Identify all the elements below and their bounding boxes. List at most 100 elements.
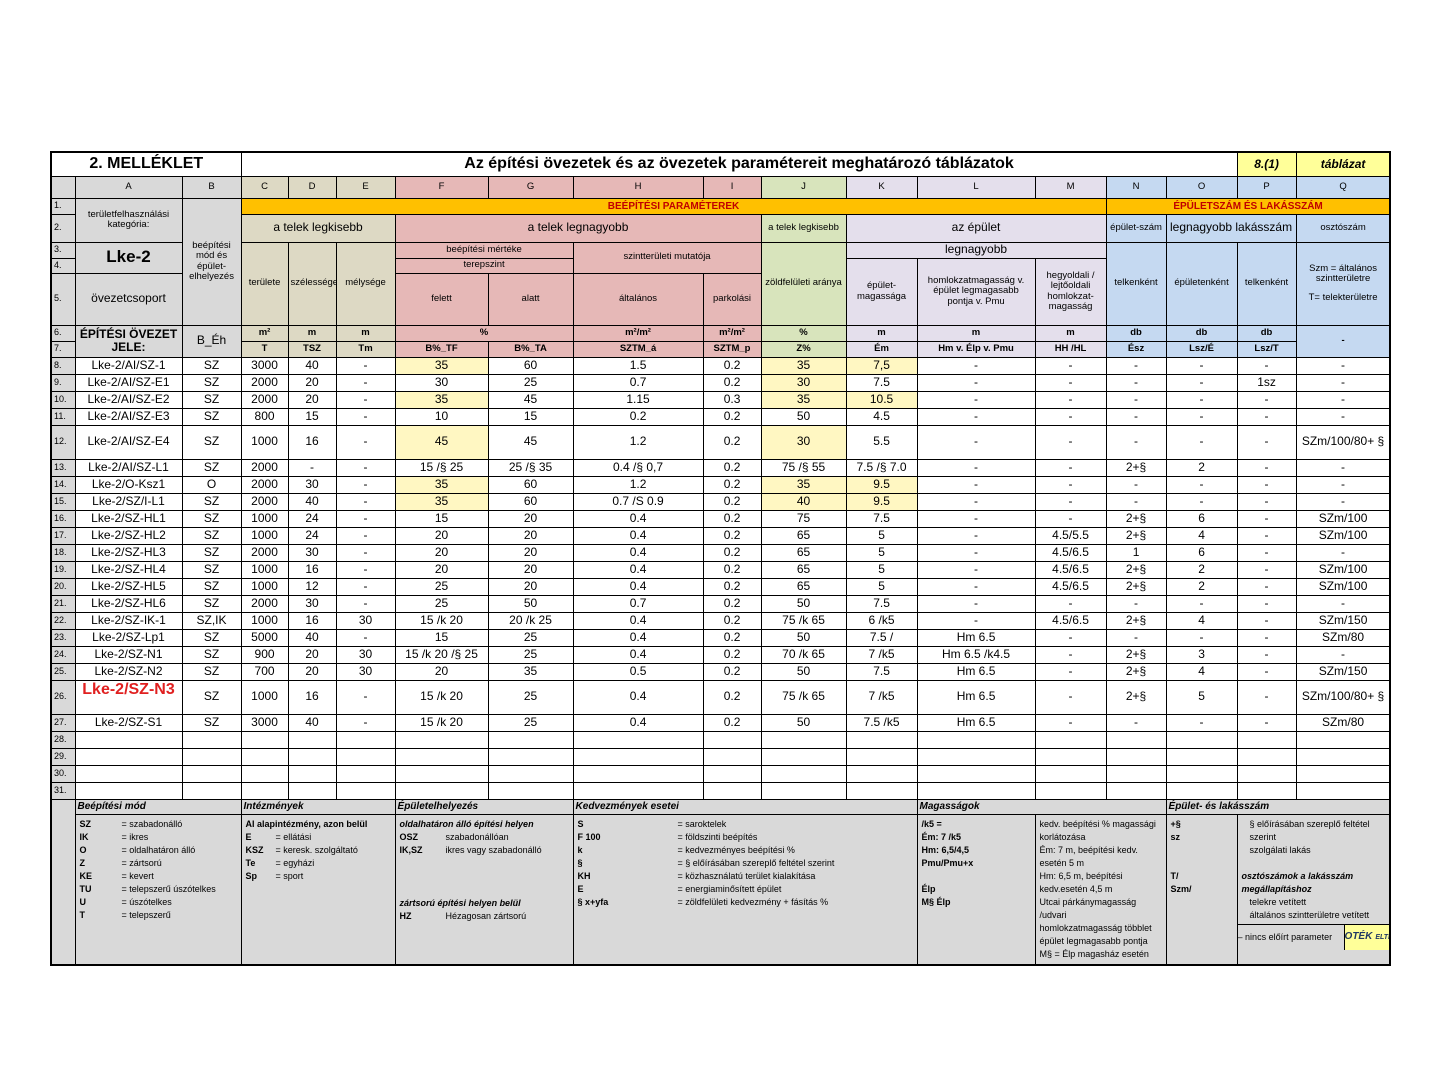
cell-b: SZ (181, 543, 242, 562)
column-header-p: P (1236, 175, 1297, 199)
legend-desc: = energiaminősített épület (677, 883, 782, 894)
cell-f (394, 781, 489, 800)
cell-q: SZm/100/80+ § (1295, 679, 1391, 715)
table-row: 31. (50, 781, 1391, 800)
cell-o: 2 (1165, 577, 1238, 596)
lot-min-header: a telek legkisebb (240, 213, 396, 243)
table-row: 23. Lke-2/SZ-Lp1 SZ 5000 40-15 25 0.4 0.2 50 7.5 … (50, 628, 1391, 647)
cell-h: 0.4 (572, 679, 704, 715)
cell-m (1034, 747, 1107, 766)
unit-cell: db (1236, 324, 1297, 342)
cell-p: - (1236, 611, 1297, 630)
table-ref: 8.(1) (1236, 151, 1297, 177)
cell-c: 2000 (240, 543, 289, 562)
cell-m: - (1034, 475, 1107, 494)
cell-j: 75 /k 65 (760, 611, 847, 630)
cell-k (845, 747, 918, 766)
cell-i: 0.2 (702, 526, 762, 545)
row-number: 2. (50, 213, 76, 243)
cell-m: - (1034, 594, 1107, 613)
legend-none-note: – nincs előírt parameter (1238, 924, 1345, 950)
table-ref-label: táblázat (1295, 151, 1391, 177)
cell-b: SZ (181, 390, 242, 409)
cell-k: 9.5 (845, 475, 918, 494)
table-row: 19. Lke-2/SZ-HL4 SZ 1000 16-20 20 0.4 0.2 65 5-4.… (50, 560, 1391, 579)
legend-desc: szolgálati lakás (1249, 844, 1311, 855)
cell-q: - (1295, 356, 1391, 375)
cell-e: - (335, 492, 396, 511)
cell-d: 16 (287, 611, 337, 630)
cell-b: SZ (181, 662, 242, 681)
cell-h: 0.4 (572, 509, 704, 528)
cell-g (487, 781, 574, 800)
legend-code: Szm/ (1170, 883, 1192, 894)
page-title: Az építési övezetek és az övezetek param… (240, 151, 1238, 177)
code-cell: TSZ (287, 340, 337, 358)
cell-g: 35 (487, 662, 574, 681)
cell-p: - (1236, 526, 1297, 545)
width-header: szélessége (287, 241, 337, 326)
bldg-count-header: épület-szám (1105, 213, 1167, 243)
cell-n: 2+§ (1105, 662, 1167, 681)
code-cell: SZTM_p (702, 340, 762, 358)
cell-h: 0.4 (572, 628, 704, 647)
row-number: 12. (50, 424, 76, 460)
zone-code-label: ÉPÍTÉSI ÖVEZET JELE: (74, 324, 183, 358)
legend-item: U = úszótelkes (80, 896, 237, 909)
cell-b: SZ (181, 628, 242, 647)
cell-o (1165, 747, 1238, 766)
cell-b: SZ (181, 424, 242, 460)
cell-b: SZ (181, 594, 242, 613)
cell-o: - (1165, 594, 1238, 613)
cell-h: 0.2 (572, 407, 704, 426)
cell-m (1034, 781, 1107, 800)
column-header-e: E (335, 175, 396, 199)
legend-item: TU = telepszerű úszótelkes (80, 883, 237, 896)
code-cell: SZTM_á (572, 340, 704, 358)
row-number: 9. (50, 373, 76, 392)
cell-f (394, 747, 489, 766)
cell-f: 20 (394, 560, 489, 579)
legend-place-sub2: zártsorú építési helyen belül (399, 897, 521, 908)
legend-desc: = § előírásában szereplő feltétel szerin… (677, 857, 835, 868)
row-number: 17. (50, 526, 76, 545)
cell-c: 2000 (240, 594, 289, 613)
row-number: 21. (50, 594, 76, 613)
cell-h: 0.7 (572, 373, 704, 392)
legend-item: IK,SZ ikres vagy szabadonálló (400, 844, 569, 857)
cell-d: 30 (287, 594, 337, 613)
cell-m: - (1034, 713, 1107, 732)
legend-desc: = ikres (121, 831, 149, 842)
cell-g: 25 (487, 628, 574, 647)
row-number: 7. (50, 340, 76, 358)
legend-code: KH (577, 870, 591, 881)
legend-desc: szabadonállóan (445, 831, 509, 842)
cell-a: Lke-2/SZ/I-L1 (74, 492, 183, 511)
table-row: 12. Lke-2/AI/SZ-E4 SZ 1000 16-45 45 1.2 0.2 30 5.… (50, 424, 1391, 460)
legend-item: SZ = szabadonálló (80, 818, 237, 831)
cell-i (702, 781, 762, 800)
cell-n: 2+§ (1105, 577, 1167, 596)
cell-c: 1000 (240, 424, 289, 460)
cell-o: - (1165, 373, 1238, 392)
cell-d: 40 (287, 492, 337, 511)
legend-desc: = sport (275, 870, 304, 881)
cell-m: 4.5/6.5 (1034, 543, 1107, 562)
cell-g: 20 (487, 577, 574, 596)
cell-c: 900 (240, 645, 289, 664)
table-row: 17. Lke-2/SZ-HL2 SZ 1000 24-20 20 0.4 0.2 65 5-4.… (50, 526, 1391, 545)
cell-n: 2+§ (1105, 526, 1167, 545)
cell-j: 50 (760, 628, 847, 647)
row-number: 15. (50, 492, 76, 511)
cell-m (1034, 730, 1107, 749)
cell-n: - (1105, 475, 1167, 494)
cell-g (487, 764, 574, 783)
cell-j (760, 747, 847, 766)
cell-i (702, 764, 762, 783)
legend-code: IK (79, 831, 89, 842)
facade-header: homlokzatmagasság v. épület legmagasabb … (916, 257, 1036, 326)
far-header: szintterületi mutatója (572, 241, 762, 274)
cell-o: - (1165, 475, 1238, 494)
legend-spacer (1242, 857, 1386, 870)
legend-item: HZ Hézagosan zártsorú (400, 910, 569, 923)
